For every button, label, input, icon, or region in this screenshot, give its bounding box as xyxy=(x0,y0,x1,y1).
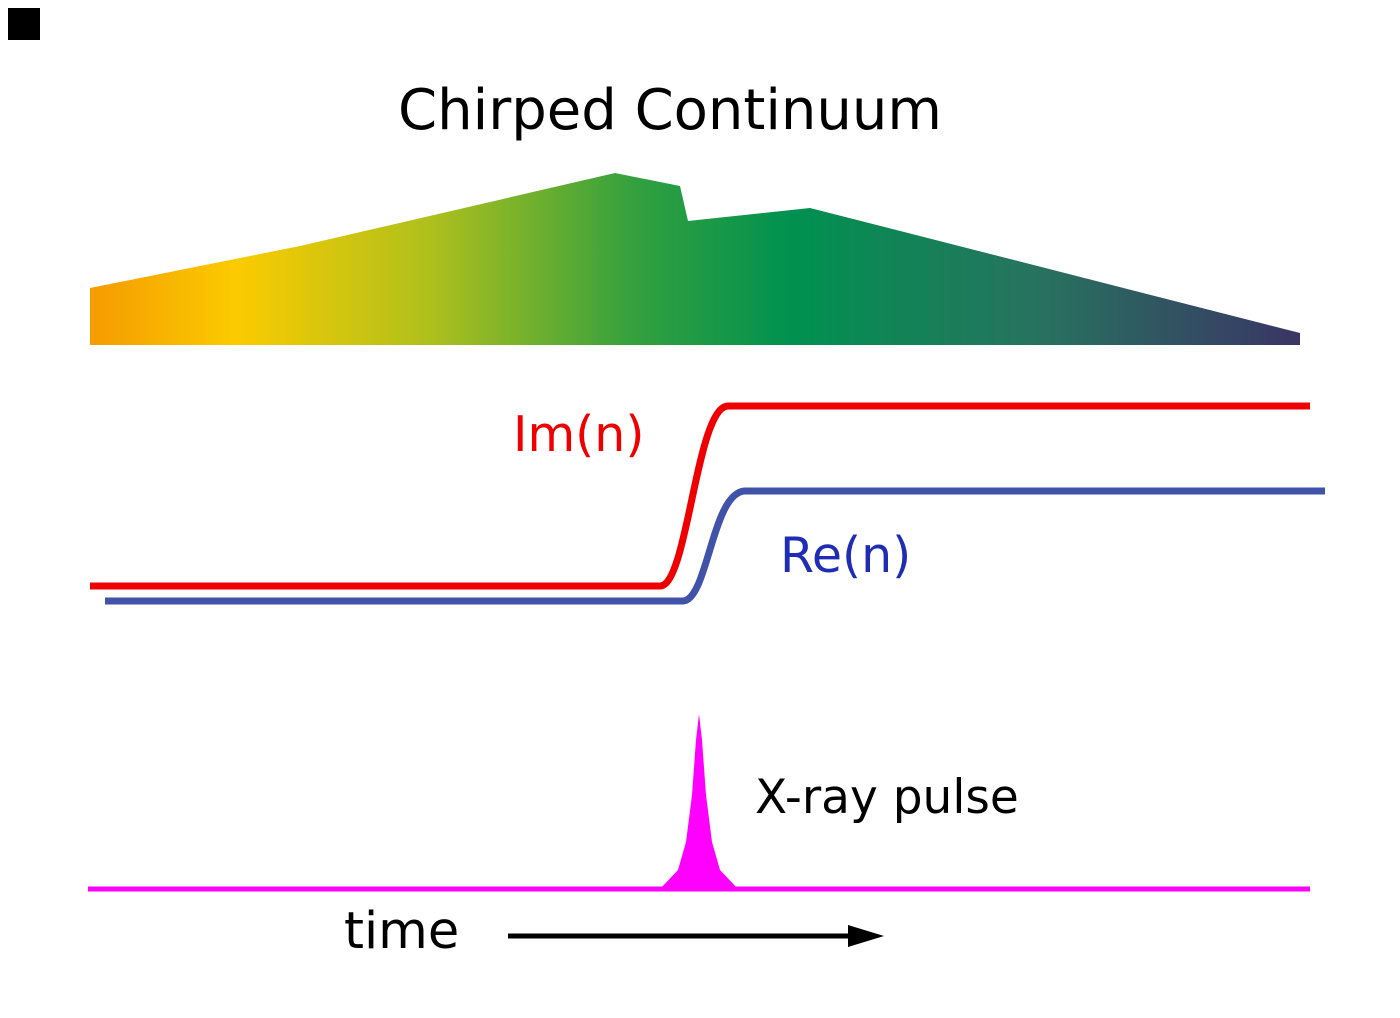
im-curve xyxy=(90,402,1310,590)
xray-pulse-spike xyxy=(660,714,738,889)
time-arrow-head xyxy=(848,925,884,947)
diagram-title: Chirped Continuum xyxy=(398,78,942,143)
corner-marker-square xyxy=(8,8,40,40)
chirped-continuum-shape xyxy=(90,173,1300,345)
im-curve-label: Im(n) xyxy=(513,406,645,463)
time-axis-label: time xyxy=(344,902,460,961)
xray-pulse-label: X-ray pulse xyxy=(755,770,1019,825)
re-curve-label: Re(n) xyxy=(780,527,912,584)
re-curve xyxy=(105,487,1325,605)
